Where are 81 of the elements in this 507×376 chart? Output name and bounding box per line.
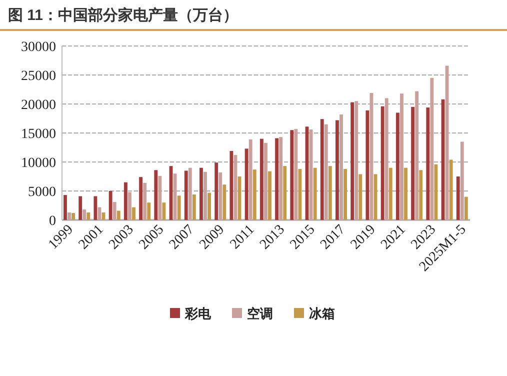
bar [313,168,317,220]
bar [177,196,181,220]
bar [324,124,328,220]
bar [162,202,166,220]
bar [268,171,272,220]
bar [320,119,324,220]
bar [208,192,211,220]
bar [230,150,234,220]
bar [252,170,256,220]
bar [456,176,460,220]
bar [396,112,400,220]
bar [116,210,120,220]
bar [188,168,192,220]
bar [94,196,98,220]
y-tick-label: 10000 [21,156,56,171]
bar [108,191,112,220]
bar [192,194,196,220]
bar [344,168,347,220]
x-tick-label: 2011 [228,222,258,252]
bar [460,142,464,220]
bar [128,192,132,220]
legend-label: 空调 [247,306,273,321]
bar [358,174,362,220]
bar [154,170,158,220]
bar [158,176,162,220]
bar [244,148,248,220]
bar [222,184,226,220]
bar [404,168,408,220]
bar [350,102,354,220]
bar [132,207,136,220]
bar [200,168,203,220]
legend-label: 彩电 [184,306,212,321]
bar [419,170,423,220]
bar [124,182,128,220]
bar [64,195,67,220]
bar [354,101,358,220]
bar [388,168,392,220]
bar [415,91,419,220]
bar [336,120,339,220]
y-tick-label: 20000 [21,98,56,113]
bar [298,168,302,220]
bar [434,164,438,220]
bar [400,94,404,220]
bar [86,212,90,220]
y-tick-label: 25000 [21,69,56,84]
bar [366,110,370,220]
bar [275,138,278,220]
bar [78,196,82,220]
bar [464,196,468,220]
y-tick-label: 30000 [21,40,56,55]
bar [290,130,294,220]
bar [214,162,218,220]
bar [294,128,298,220]
bar [112,202,116,220]
bar [340,114,343,220]
bar [72,213,75,220]
legend-label: 冰箱 [309,306,335,321]
bar [260,138,264,220]
bar [68,212,71,220]
bar [411,106,414,220]
bar [380,106,384,220]
bar [426,107,430,220]
bar [143,182,147,220]
y-tick-label: 5000 [28,185,56,200]
bar [204,172,207,220]
bar [184,170,188,220]
bar [449,160,453,220]
bar [139,177,142,220]
y-tick-label: 0 [49,214,56,229]
bar [279,137,283,220]
bar [82,210,86,220]
bar [248,139,252,220]
bar [430,78,434,220]
bar [283,166,287,220]
bar [328,166,332,220]
chart-title: 图 11：中国部分家电产量（万台） [8,6,238,24]
bar [218,172,222,220]
bar [384,98,388,220]
bar [147,202,151,220]
y-tick-label: 15000 [21,127,56,142]
bar [264,142,268,220]
